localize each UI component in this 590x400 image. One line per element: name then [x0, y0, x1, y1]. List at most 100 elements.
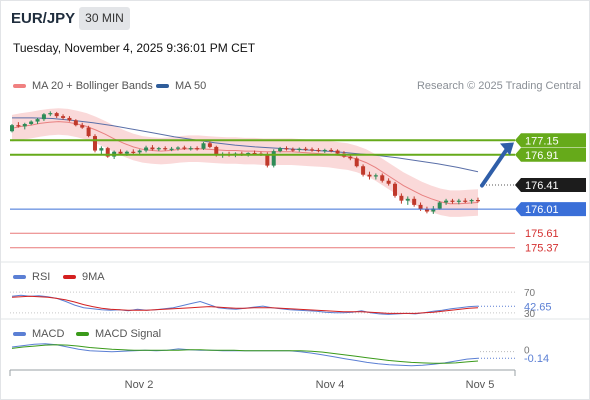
level-label-176.91: 176.91: [525, 150, 559, 162]
candle-body: [348, 156, 353, 159]
price-levels: 177.15 176.91 176.41 176.01 175.61 175.37: [10, 133, 586, 255]
candle-body: [450, 200, 455, 202]
candle-body: [469, 200, 474, 202]
rsi-line: [11, 294, 479, 315]
level-label-175.61: 175.61: [525, 228, 559, 240]
candle-body: [201, 143, 206, 149]
candle-body: [137, 150, 142, 153]
candle-body: [386, 180, 391, 184]
candle-body: [246, 152, 251, 155]
macd-signal-legend-label: MACD Signal: [95, 328, 162, 340]
level-tag-177.15: [515, 133, 586, 148]
currency-pair-title: EUR/JPY: [11, 10, 76, 27]
legend-macd-signal: MACD Signal: [76, 328, 161, 340]
candle-body: [156, 148, 161, 150]
candle-body: [316, 149, 321, 152]
rsi-swatch: [13, 275, 26, 279]
candle-body: [252, 152, 257, 155]
candle-body: [431, 208, 436, 212]
macd-last-value: -0.14: [524, 353, 549, 365]
candle-body: [424, 209, 429, 212]
candle-body: [214, 146, 219, 156]
level-tag-176.41: [515, 177, 586, 192]
macd-signal-swatch: [76, 332, 89, 336]
macd-tick-0: 0: [524, 346, 530, 357]
x-tick-labels: Nov 2 Nov 4 Nov 5: [125, 379, 495, 391]
candle-body: [361, 166, 366, 175]
forecast-arrow-shaft: [480, 145, 510, 188]
candle-body: [67, 117, 72, 121]
candle-body: [10, 125, 14, 132]
candle-body: [182, 147, 187, 149]
candle-body: [476, 200, 480, 202]
rsi-tick-70: 70: [524, 288, 536, 299]
candle-body: [310, 149, 315, 151]
datetime-label: Tuesday, November 4, 2025 9:36:01 PM CET: [13, 41, 256, 55]
legend-rsi: RSI: [13, 271, 50, 283]
ma50-swatch: [156, 84, 169, 88]
x-tick-label: Nov 4: [316, 379, 345, 391]
candle-body: [373, 175, 378, 177]
candle-body: [118, 151, 123, 154]
candle-body: [284, 148, 289, 150]
candle-body: [92, 136, 97, 151]
x-tick-label: Nov 2: [125, 379, 154, 391]
candle-body: [35, 119, 40, 122]
candle-body: [124, 151, 129, 154]
rsi-grid: [10, 291, 515, 314]
forecast-arrow: [480, 142, 514, 188]
candle-body: [444, 200, 449, 203]
candle-body: [354, 158, 359, 167]
candle-body: [80, 125, 85, 128]
level-label-176.41: 176.41: [525, 180, 559, 192]
candle-body: [329, 149, 334, 152]
bollinger-band: [12, 108, 478, 217]
candle-body: [399, 195, 404, 201]
candle-body: [303, 148, 308, 150]
level-label-177.15: 177.15: [525, 135, 559, 147]
x-tick-label: Nov 5: [466, 379, 495, 391]
candle-body: [150, 147, 155, 150]
9ma-legend-label: 9MA: [82, 271, 105, 283]
candle-body: [207, 143, 212, 147]
9ma-swatch: [63, 275, 76, 279]
copyright-text: Research © 2025 Trading Central: [416, 80, 581, 92]
level-label-175.37: 175.37: [525, 243, 559, 255]
candle-body: [169, 148, 174, 150]
candle-body: [297, 148, 302, 150]
macd-signal-line: [11, 344, 479, 364]
candle-body: [105, 148, 110, 157]
rsi-9ma-line: [11, 295, 479, 314]
legend-ma20: MA 20 + Bollinger Bands: [13, 80, 153, 92]
candle-body: [405, 198, 410, 201]
candle-body: [144, 147, 149, 151]
candle-body: [463, 200, 468, 202]
forecast-arrow-head: [500, 142, 514, 156]
candle-body: [418, 204, 423, 210]
candle-body: [86, 127, 91, 137]
candle-body: [131, 151, 136, 153]
candle-body: [163, 148, 168, 150]
rsi-last-value: 42.65: [524, 301, 552, 313]
level-label-176.01: 176.01: [525, 204, 559, 216]
candle-body: [456, 200, 461, 202]
candle-body: [99, 148, 104, 151]
candle-body: [271, 151, 276, 166]
candle-body: [175, 147, 180, 149]
candle-body: [265, 154, 270, 166]
candle-body: [322, 149, 327, 152]
candle-body: [61, 116, 66, 118]
ma50-legend-label: MA 50: [175, 80, 207, 92]
candle-body: [54, 113, 59, 117]
ma50-line: [12, 117, 479, 173]
timeframe-button[interactable]: 30 MIN: [79, 7, 130, 30]
legend-9ma: 9MA: [63, 271, 105, 283]
candle-body: [380, 175, 385, 181]
legend-ma50: MA 50: [156, 80, 206, 92]
candle-body: [367, 174, 372, 177]
level-tag-176.01: [515, 202, 586, 217]
macd-swatch: [13, 332, 26, 336]
ma20-swatch: [13, 84, 26, 88]
